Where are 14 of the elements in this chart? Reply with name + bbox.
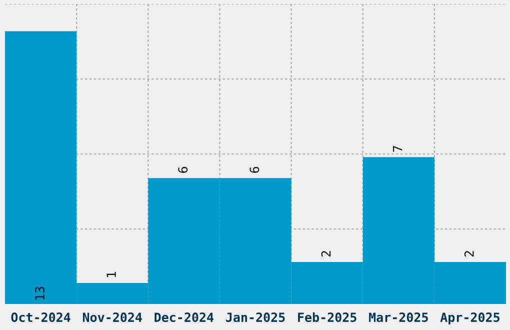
data-label: 6 — [178, 166, 188, 173]
x-tick-label: Apr-2025 — [440, 312, 500, 324]
data-label: 13 — [34, 286, 44, 300]
data-label: 1 — [106, 272, 116, 278]
x-tick-label: Dec-2024 — [154, 312, 214, 322]
x-tick-label: Feb-2025 — [298, 312, 356, 322]
data-label: 7 — [393, 146, 402, 152]
x-tick-label: Oct-2024 — [11, 312, 70, 322]
data-label: 6 — [250, 166, 260, 173]
x-tick-label: Nov-2024 — [82, 312, 142, 322]
x-tick-label: Mar-2025 — [369, 312, 428, 322]
x-tick-label: Jan-2025 — [226, 312, 285, 322]
data-label: 2 — [464, 251, 474, 257]
data-label: 2 — [321, 251, 331, 257]
